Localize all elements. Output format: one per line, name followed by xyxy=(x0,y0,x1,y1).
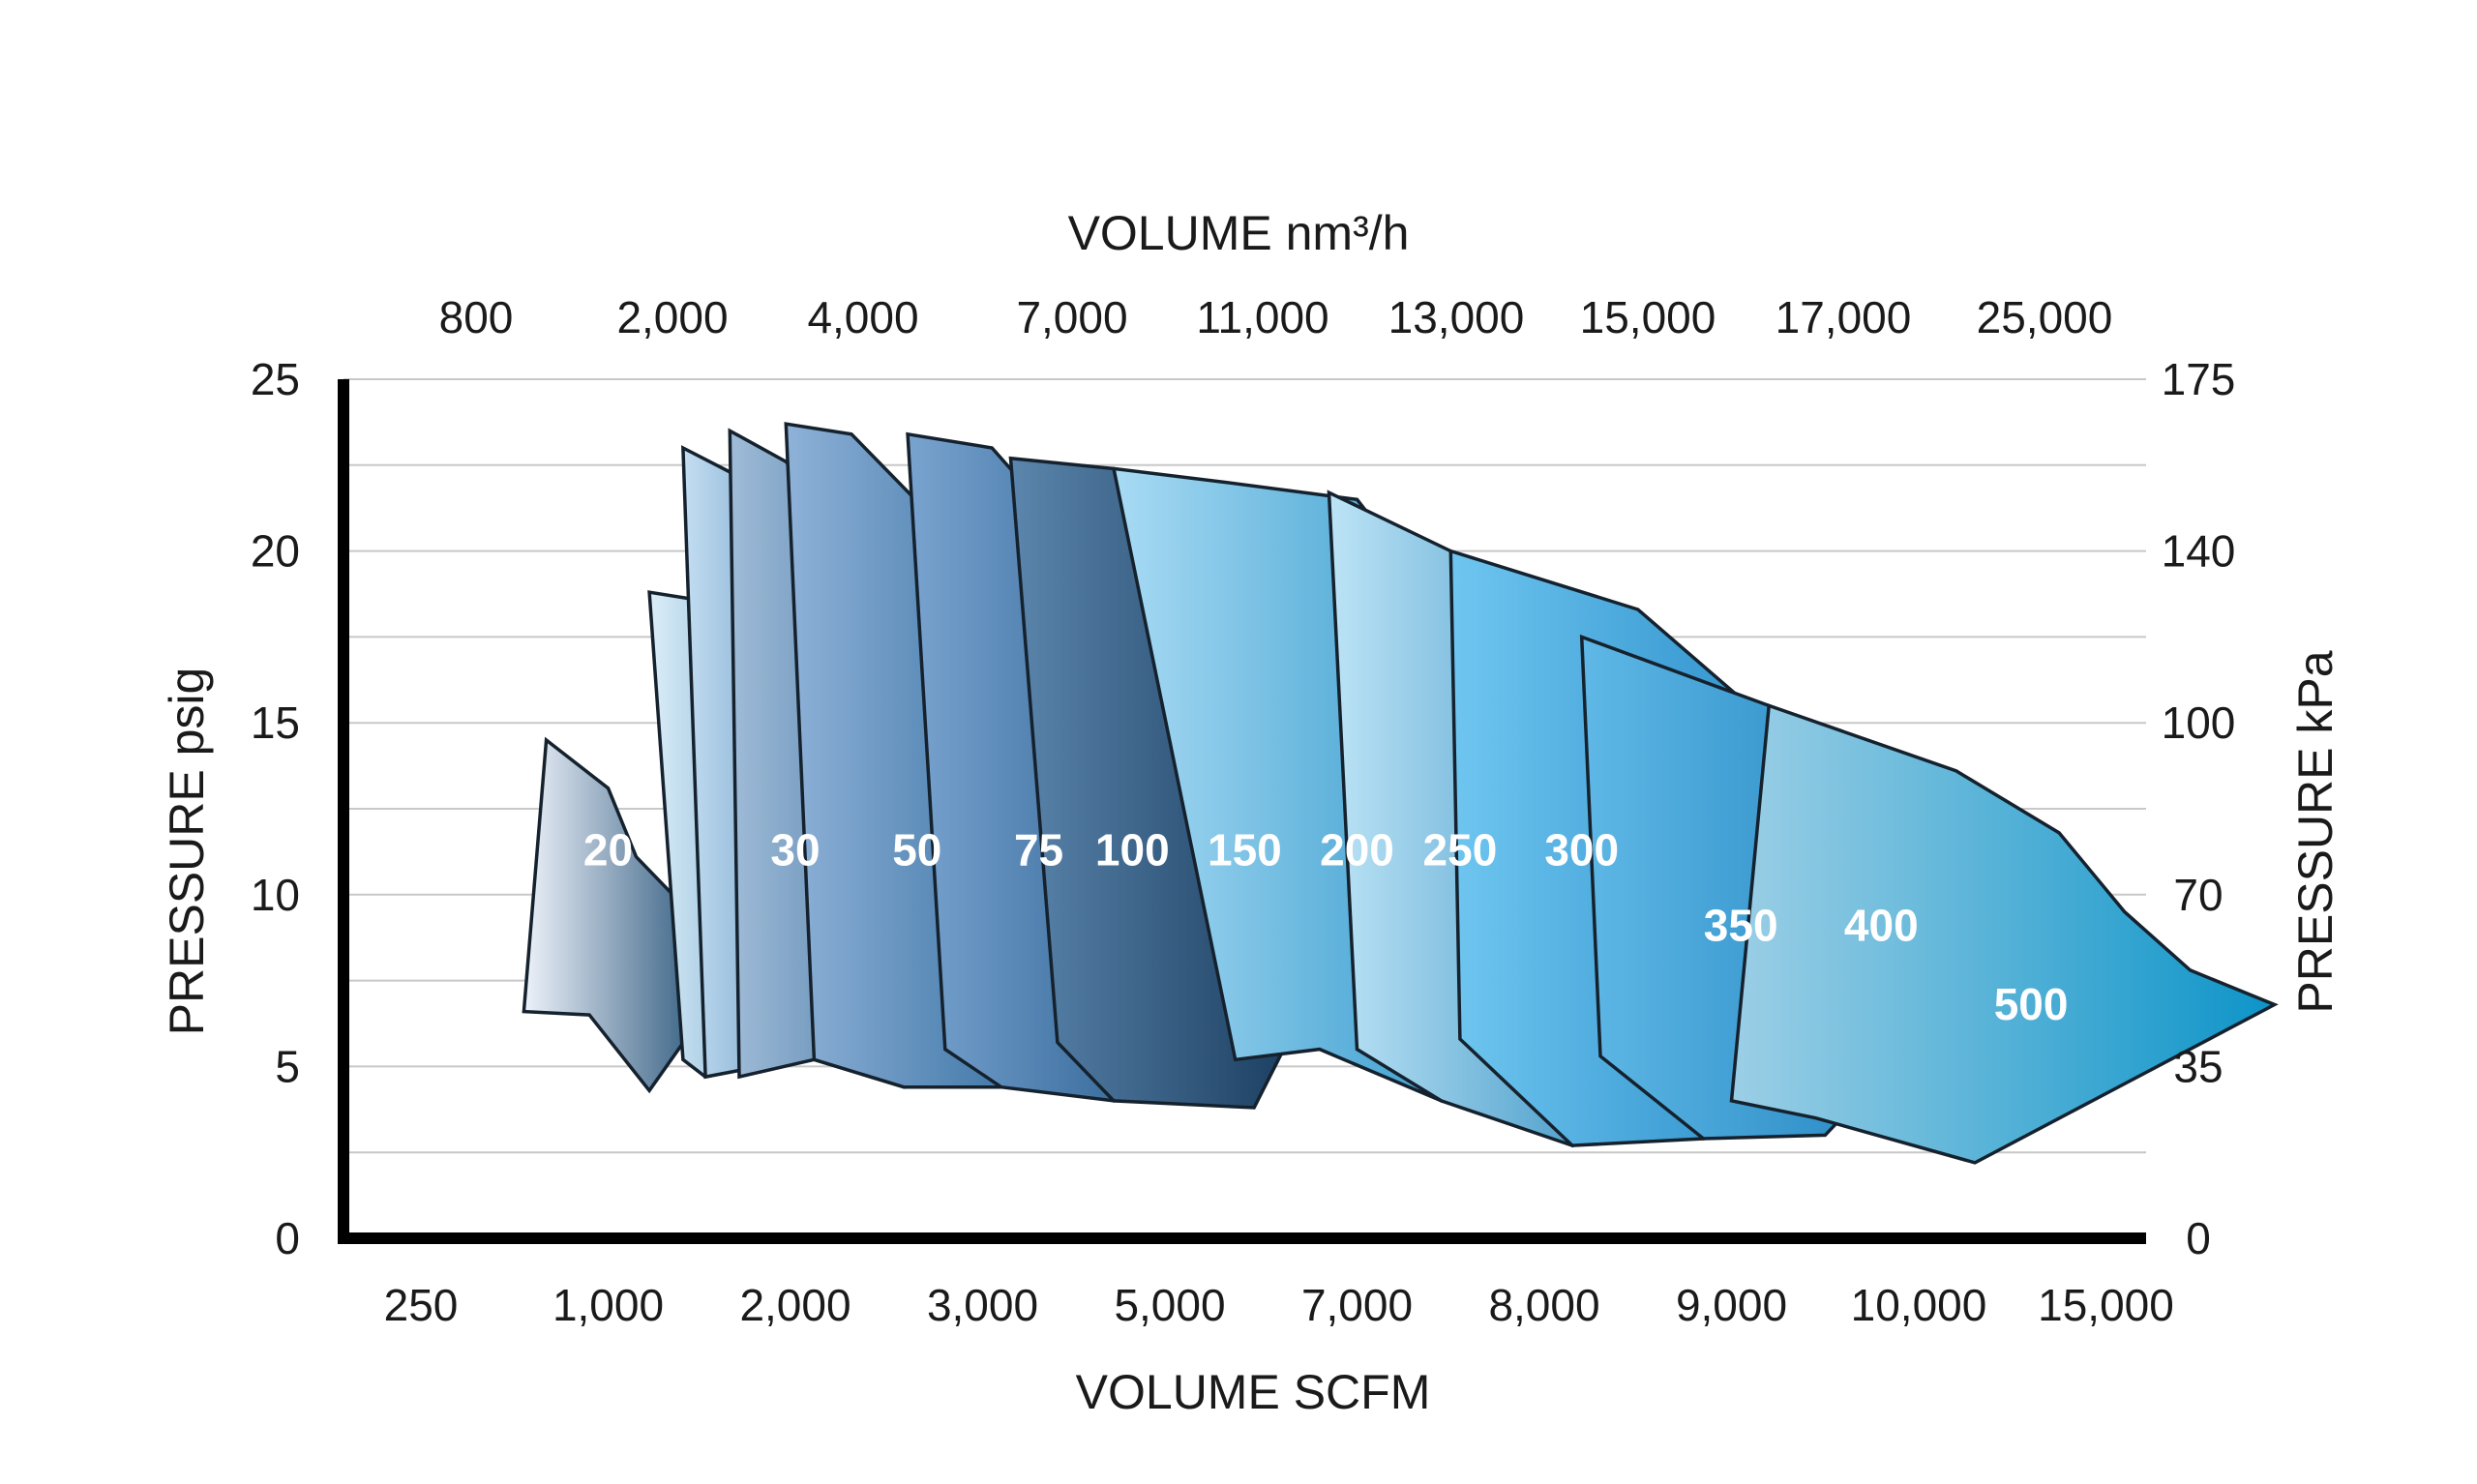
bottom-tick-label: 5,000 xyxy=(1114,1280,1225,1330)
left-tick-label: 5 xyxy=(275,1041,300,1091)
top-tick-label: 11,000 xyxy=(1196,292,1328,342)
region-label-300: 300 xyxy=(1544,824,1619,875)
blower-regions xyxy=(522,422,2279,1165)
region-label-20: 20 xyxy=(583,824,633,875)
top-axis-title: VOLUME nm³/h xyxy=(1068,206,1410,260)
top-tick-label: 2,000 xyxy=(616,292,728,342)
right-tick-label: 70 xyxy=(2173,870,2223,920)
left-tick-label: 0 xyxy=(275,1213,300,1263)
bottom-axis-title: VOLUME SCFM xyxy=(1076,1365,1431,1419)
bottom-tick-label: 3,000 xyxy=(927,1280,1038,1330)
region-label-50: 50 xyxy=(892,824,941,875)
region-label-150: 150 xyxy=(1208,824,1282,875)
left-tick-label: 15 xyxy=(251,697,300,748)
region-label-500: 500 xyxy=(1994,979,2069,1029)
left-tick-label: 20 xyxy=(251,526,300,577)
region-label-250: 250 xyxy=(1423,824,1498,875)
bottom-tick-label: 1,000 xyxy=(552,1280,664,1330)
left-tick-label: 10 xyxy=(251,870,300,920)
left-tick-label: 25 xyxy=(251,354,300,404)
right-axis-title: PRESSURE kPa xyxy=(2288,650,2343,1013)
region-label-30: 30 xyxy=(770,824,820,875)
right-tick-label: 35 xyxy=(2173,1041,2223,1091)
bottom-tick-label: 10,000 xyxy=(1851,1280,1987,1330)
bottom-tick-label: 250 xyxy=(384,1280,459,1330)
region-label-100: 100 xyxy=(1095,824,1170,875)
top-tick-label: 800 xyxy=(439,292,514,342)
region-label-350: 350 xyxy=(1704,900,1778,950)
top-tick-label: 15,000 xyxy=(1580,292,1716,342)
bottom-tick-label: 8,000 xyxy=(1488,1280,1599,1330)
region-500 xyxy=(1729,703,2279,1165)
axes xyxy=(338,379,2146,1244)
top-tick-label: 17,000 xyxy=(1776,292,1912,342)
tick-labels: 800 2,000 4,000 7,000 11,000 13,000 15,000 17,0… xyxy=(251,292,2236,1330)
region-label-75: 75 xyxy=(1014,824,1063,875)
top-tick-label: 7,000 xyxy=(1016,292,1127,342)
bottom-tick-label: 9,000 xyxy=(1676,1280,1787,1330)
top-tick-label: 25,000 xyxy=(1977,292,2113,342)
bottom-tick-label: 7,000 xyxy=(1301,1280,1413,1330)
right-tick-label: 175 xyxy=(2162,354,2236,404)
left-axis-title: PRESSURE psig xyxy=(160,668,214,1036)
right-tick-label: 140 xyxy=(2162,526,2236,577)
top-tick-label: 13,000 xyxy=(1388,292,1525,342)
bottom-tick-label: 2,000 xyxy=(739,1280,851,1330)
right-tick-label: 0 xyxy=(2186,1213,2211,1263)
region-labels: 20 30 50 75 100 150 200 250 300 350 400 500 xyxy=(583,824,2069,1029)
top-tick-label: 4,000 xyxy=(807,292,918,342)
bottom-tick-label: 15,000 xyxy=(2038,1280,2174,1330)
right-tick-label: 100 xyxy=(2162,697,2236,748)
region-label-400: 400 xyxy=(1844,900,1919,950)
region-label-200: 200 xyxy=(1320,824,1394,875)
